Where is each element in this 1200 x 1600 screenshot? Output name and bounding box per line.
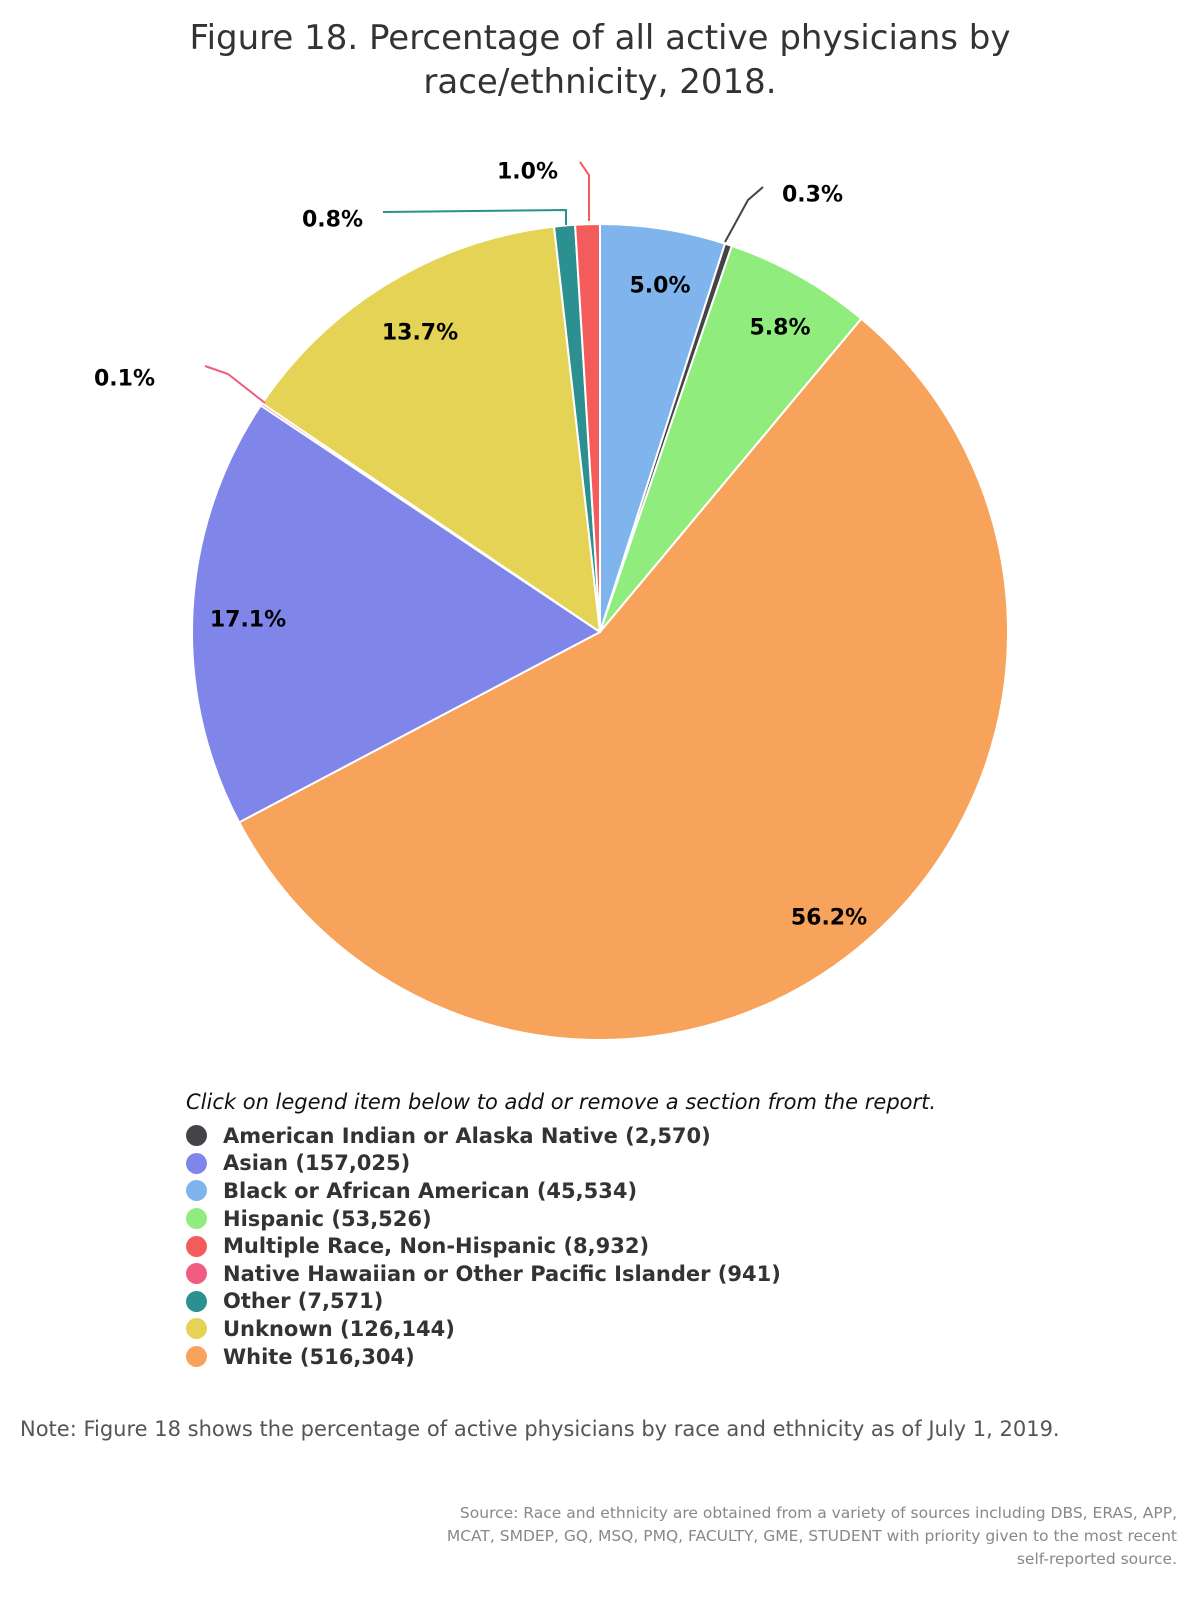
legend-label: Black or African American (45,534) <box>223 1178 638 1203</box>
legend-item[interactable]: Other (7,571) <box>186 1288 781 1316</box>
legend-instruction: Click on legend item below to add or rem… <box>186 1090 937 1114</box>
data-label: 0.1% <box>94 367 155 392</box>
source-note: Source: Race and ethnicity are obtained … <box>446 1504 1177 1568</box>
legend-swatch-icon <box>186 1318 207 1340</box>
data-label: 13.7% <box>382 321 458 346</box>
chart-title: Figure 18. Percentage of all active phys… <box>0 16 1200 104</box>
legend-label: American Indian or Alaska Native (2,570) <box>223 1123 711 1148</box>
chart-title-line-2: race/ethnicity, 2018. <box>423 62 777 102</box>
legend-label: Hispanic (53,526) <box>223 1206 432 1231</box>
legend-swatch-icon <box>186 1235 207 1257</box>
data-label: 17.1% <box>210 608 286 633</box>
data-label: 0.3% <box>782 183 843 208</box>
legend: American Indian or Alaska Native (2,570)… <box>186 1122 781 1370</box>
pie-slice-unknown[interactable] <box>261 225 601 633</box>
legend-item[interactable]: Asian (157,025) <box>186 1150 781 1178</box>
note: Note: Figure 18 shows the percentage of … <box>20 1417 1060 1441</box>
legend-swatch-icon <box>186 1263 207 1285</box>
legend-item[interactable]: Hispanic (53,526) <box>186 1205 781 1233</box>
legend-swatch-icon <box>186 1208 207 1230</box>
pie-slice-multiple-race-non-hispanic[interactable] <box>574 222 601 633</box>
data-label: 1.0% <box>497 160 558 185</box>
legend-label: Native Hawaiian or Other Pacific Islande… <box>223 1261 781 1286</box>
data-label: 5.8% <box>749 316 810 341</box>
pie-slice-hispanic[interactable] <box>599 244 863 633</box>
legend-label: Asian (157,025) <box>223 1151 411 1176</box>
legend-item[interactable]: American Indian or Alaska Native (2,570) <box>186 1122 781 1150</box>
legend-label: Multiple Race, Non-Hispanic (8,932) <box>223 1234 650 1259</box>
legend-item[interactable]: Unknown (126,144) <box>186 1315 781 1343</box>
data-label: 0.8% <box>302 208 363 233</box>
legend-label: White (516,304) <box>223 1344 415 1369</box>
legend-swatch-icon <box>186 1346 207 1368</box>
label-connector <box>724 186 764 243</box>
legend-swatch-icon <box>186 1180 207 1202</box>
legend-label: Unknown (126,144) <box>223 1316 455 1341</box>
legend-swatch-icon <box>186 1290 207 1312</box>
label-connector <box>204 365 266 404</box>
pie-slice-white[interactable] <box>238 317 1009 1041</box>
data-label: 56.2% <box>791 906 867 931</box>
legend-item[interactable]: Multiple Race, Non-Hispanic (8,932) <box>186 1232 781 1260</box>
pie-slice-asian[interactable] <box>191 404 601 824</box>
legend-swatch-icon <box>186 1125 207 1147</box>
pie-chart: 5.0% 0.3% 5.8% 56.2% 17.1% 0.1% 13.7% 0.8% 1.0% <box>94 160 1009 1041</box>
legend-item[interactable]: Black or African American (45,534) <box>186 1177 781 1205</box>
legend-swatch-icon <box>186 1152 207 1174</box>
label-connector <box>382 208 567 225</box>
legend-item[interactable]: Native Hawaiian or Other Pacific Islande… <box>186 1260 781 1288</box>
label-connector <box>579 161 590 221</box>
legend-label: Other (7,571) <box>223 1289 384 1314</box>
chart-title-line-1: Figure 18. Percentage of all active phys… <box>189 18 1011 58</box>
legend-item[interactable]: White (516,304) <box>186 1343 781 1371</box>
data-label: 5.0% <box>629 274 690 299</box>
